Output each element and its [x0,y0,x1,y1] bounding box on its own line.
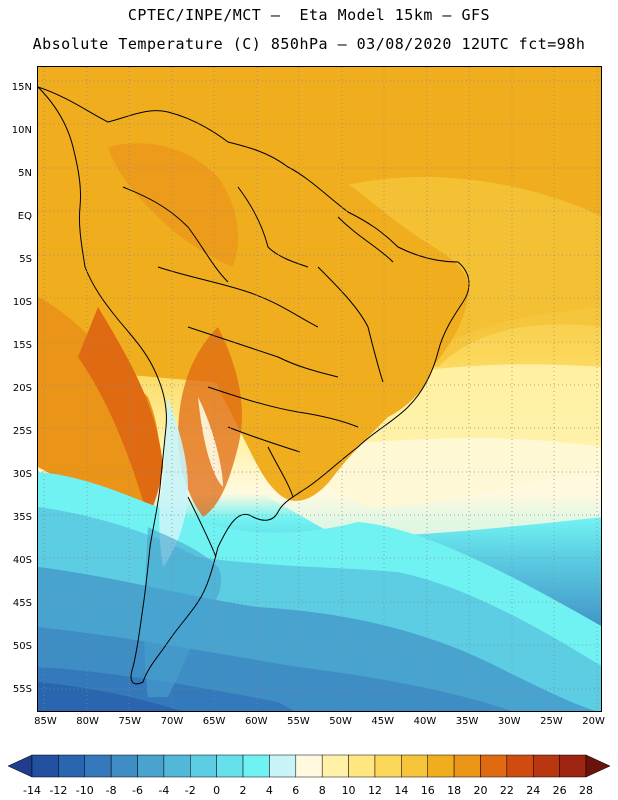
colorbar-tick-label: 14 [389,784,413,797]
lon-label: 80W [73,716,103,727]
colorbar-tick-label: 0 [205,784,229,797]
colorbar-tick-label: 20 [468,784,492,797]
lat-label: 15S [2,340,32,351]
colorbar-tick-label: 8 [310,784,334,797]
lat-label: 10N [2,125,32,136]
lon-label: 60W [241,716,271,727]
colorbar-bin [349,755,375,777]
lat-label: 50S [2,641,32,652]
colorbar-bin [375,755,401,777]
colorbar-tick-label: 28 [574,784,598,797]
lon-label: 55W [283,716,313,727]
colorbar-tick-label: 22 [495,784,519,797]
lon-label: 75W [115,716,145,727]
lon-label: 85W [30,716,60,727]
lon-label: 30W [494,716,524,727]
colorbar-tick-label: 4 [257,784,281,797]
colorbar-bin [111,755,137,777]
colorbar-bin [428,755,454,777]
colorbar-bin [243,755,269,777]
lat-label: 40S [2,555,32,566]
colorbar-tick-label: 26 [548,784,572,797]
lat-label: 45S [2,598,32,609]
colorbar-tick-label: 12 [363,784,387,797]
temperature-map [37,66,602,712]
colorbar-bin [190,755,216,777]
colorbar-bin [32,755,58,777]
colorbar-bin [322,755,348,777]
lon-label: 70W [157,716,187,727]
colorbar-tick-label: -4 [152,784,176,797]
lat-label: 35S [2,512,32,523]
colorbar-bin [164,755,190,777]
lon-label: 20W [579,716,609,727]
colorbar-tick-label: -8 [99,784,123,797]
lon-label: 35W [452,716,482,727]
lat-label: 25S [2,426,32,437]
colorbar-bin [296,755,322,777]
colorbar-tick-label: 2 [231,784,255,797]
colorbar-bin [85,755,111,777]
colorbar-tick-label: -14 [20,784,44,797]
colorbar-bin [269,755,295,777]
lat-label: 30S [2,469,32,480]
colorbar-bin [560,755,586,777]
colorbar-tick-label: -2 [178,784,202,797]
lon-label: 65W [199,716,229,727]
map-canvas [38,67,602,712]
lat-label: 5N [2,168,32,179]
colorbar-tick-label: -6 [126,784,150,797]
lat-label: EQ [2,211,32,222]
colorbar-tick-label: 18 [442,784,466,797]
colorbar-bin [533,755,559,777]
colorbar-bin [138,755,164,777]
lat-label: 10S [2,297,32,308]
lon-label: 40W [410,716,440,727]
colorbar-tick-label: 6 [284,784,308,797]
colorbar-over-arrow [586,755,610,777]
colorbar-tick-label: 10 [337,784,361,797]
colorbar-bin [454,755,480,777]
colorbar-tick-label: 24 [521,784,545,797]
colorbar-bin [401,755,427,777]
lon-label: 50W [326,716,356,727]
map-title: CPTEC/INPE/MCT – Eta Model 15km – GFS [0,6,618,24]
lat-label: 5S [2,254,32,265]
colorbar-under-arrow [8,755,32,777]
lat-label: 15N [2,82,32,93]
lat-label: 55S [2,684,32,695]
colorbar-bin [217,755,243,777]
lat-label: 20S [2,383,32,394]
colorbar-tick-label: 16 [416,784,440,797]
colorbar-tick-label: -12 [46,784,70,797]
colorbar-bin [507,755,533,777]
colorbar-tick-label: -10 [73,784,97,797]
map-subtitle: Absolute Temperature (C) 850hPa – 03/08/… [0,35,618,53]
lon-label: 25W [536,716,566,727]
colorbar-bin [480,755,506,777]
lon-label: 45W [368,716,398,727]
colorbar-bin [58,755,84,777]
